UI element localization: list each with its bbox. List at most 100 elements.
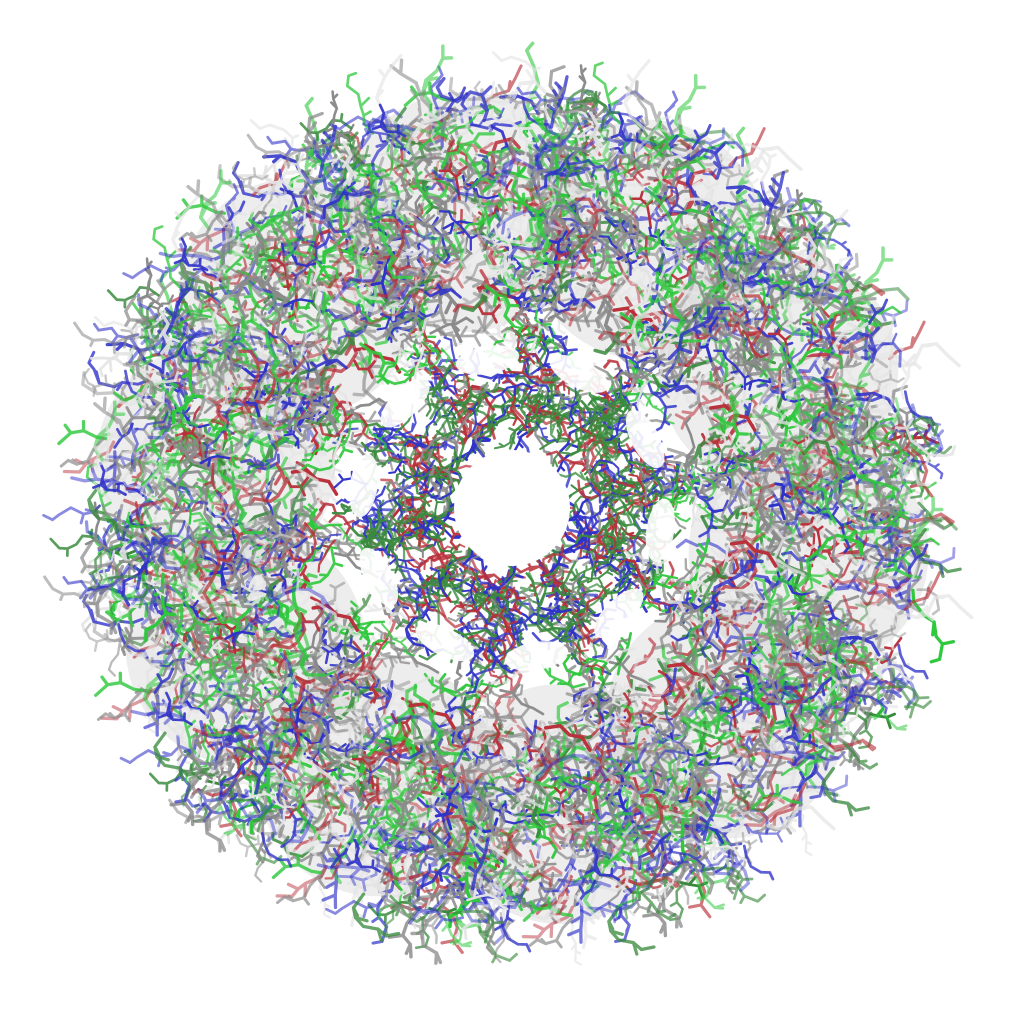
residue-stick	[876, 575, 923, 608]
residue-stick	[351, 892, 401, 943]
residue-stick	[651, 806, 686, 830]
residue-stick	[788, 454, 811, 490]
residue-stick	[470, 569, 504, 583]
residue-stick	[895, 557, 919, 595]
residue-stick	[646, 723, 686, 756]
residue-stick	[865, 536, 909, 575]
residue-stick	[796, 637, 813, 675]
residue-stick	[743, 671, 767, 711]
residue-stick	[554, 845, 594, 860]
residue-stick	[806, 590, 824, 625]
residue-stick	[528, 916, 574, 949]
residue-stick	[504, 722, 551, 739]
residue-stick	[596, 651, 626, 713]
protein-ring	[42, 41, 974, 966]
residue-stick	[615, 549, 668, 575]
residue-stick	[839, 635, 881, 657]
residue-stick	[704, 669, 740, 709]
residue-stick	[872, 416, 919, 441]
residue-stick	[704, 855, 732, 870]
residue-stick	[825, 625, 837, 670]
residue-stick	[406, 774, 416, 798]
residue-stick	[491, 669, 530, 684]
residue-stick	[680, 746, 699, 781]
residue-stick	[699, 561, 729, 623]
residue-stick	[607, 905, 656, 956]
residue-stick	[730, 651, 765, 682]
residue-stick	[683, 823, 725, 845]
residue-stick	[641, 754, 656, 788]
residue-stick	[511, 737, 535, 795]
residue-stick	[536, 624, 568, 641]
residue-stick	[869, 618, 907, 648]
residue-stick	[775, 634, 792, 658]
residue-stick	[603, 821, 633, 869]
residue-stick	[515, 560, 549, 575]
residue-stick	[849, 515, 904, 540]
residue-stick	[726, 699, 761, 723]
residue-stick	[729, 540, 778, 568]
residue-stick	[765, 642, 800, 678]
residue-stick	[624, 868, 658, 920]
residue-stick	[648, 680, 687, 724]
central-pore	[454, 450, 570, 566]
residue-stick	[894, 562, 912, 605]
residue-stick	[776, 571, 815, 596]
residue-stick	[96, 690, 143, 723]
residue-stick	[654, 643, 724, 691]
residue-stick	[721, 599, 763, 627]
residue-stick	[759, 725, 775, 755]
residue-stick	[844, 686, 888, 714]
residue-stick	[585, 846, 621, 882]
residue-stick	[705, 839, 748, 862]
residue-stick	[566, 832, 581, 862]
residue-stick	[783, 713, 819, 748]
residue-stick	[855, 535, 899, 570]
residue-stick	[857, 629, 878, 679]
residue-stick	[657, 871, 677, 903]
residue-stick	[747, 754, 787, 769]
residue-stick	[700, 618, 722, 658]
residue-stick	[594, 738, 635, 782]
residue-stick	[723, 511, 747, 553]
residue-stick	[886, 537, 940, 567]
residue-stick	[772, 544, 833, 588]
residue-stick	[750, 485, 763, 536]
residue-stick	[897, 643, 929, 680]
residue-stick	[413, 751, 433, 785]
residue-stick	[543, 550, 561, 578]
residue-stick	[681, 684, 742, 729]
residue-stick	[741, 636, 769, 661]
residue-stick	[833, 619, 858, 645]
residue-stick	[799, 677, 833, 716]
residue-stick	[539, 579, 554, 606]
residue-stick	[614, 558, 648, 585]
residue-stick	[850, 566, 889, 582]
residue-stick	[688, 683, 764, 724]
residue-stick	[606, 781, 638, 823]
residue-stick	[804, 599, 832, 625]
residue-stick	[701, 866, 754, 901]
residue-stick	[119, 747, 179, 768]
residue-stick	[664, 601, 703, 636]
residue-stick	[879, 491, 899, 532]
residue-stick	[760, 739, 815, 764]
residue-stick	[673, 715, 711, 735]
residue-stick	[813, 484, 837, 524]
residue-stick	[635, 856, 655, 897]
residue-stick	[824, 528, 844, 579]
residue-stick	[842, 741, 879, 770]
residue-stick	[531, 804, 591, 836]
residue-stick	[907, 543, 929, 571]
residue-stick	[728, 654, 767, 688]
residue-stick	[487, 799, 506, 834]
residue-stick	[772, 767, 796, 805]
residue-stick	[503, 788, 541, 808]
residue-stick	[495, 761, 527, 803]
residue-stick	[772, 732, 816, 767]
residue-stick	[765, 596, 805, 629]
residue-stick	[776, 531, 812, 552]
residue-stick	[748, 512, 775, 546]
residue-stick	[640, 579, 672, 613]
